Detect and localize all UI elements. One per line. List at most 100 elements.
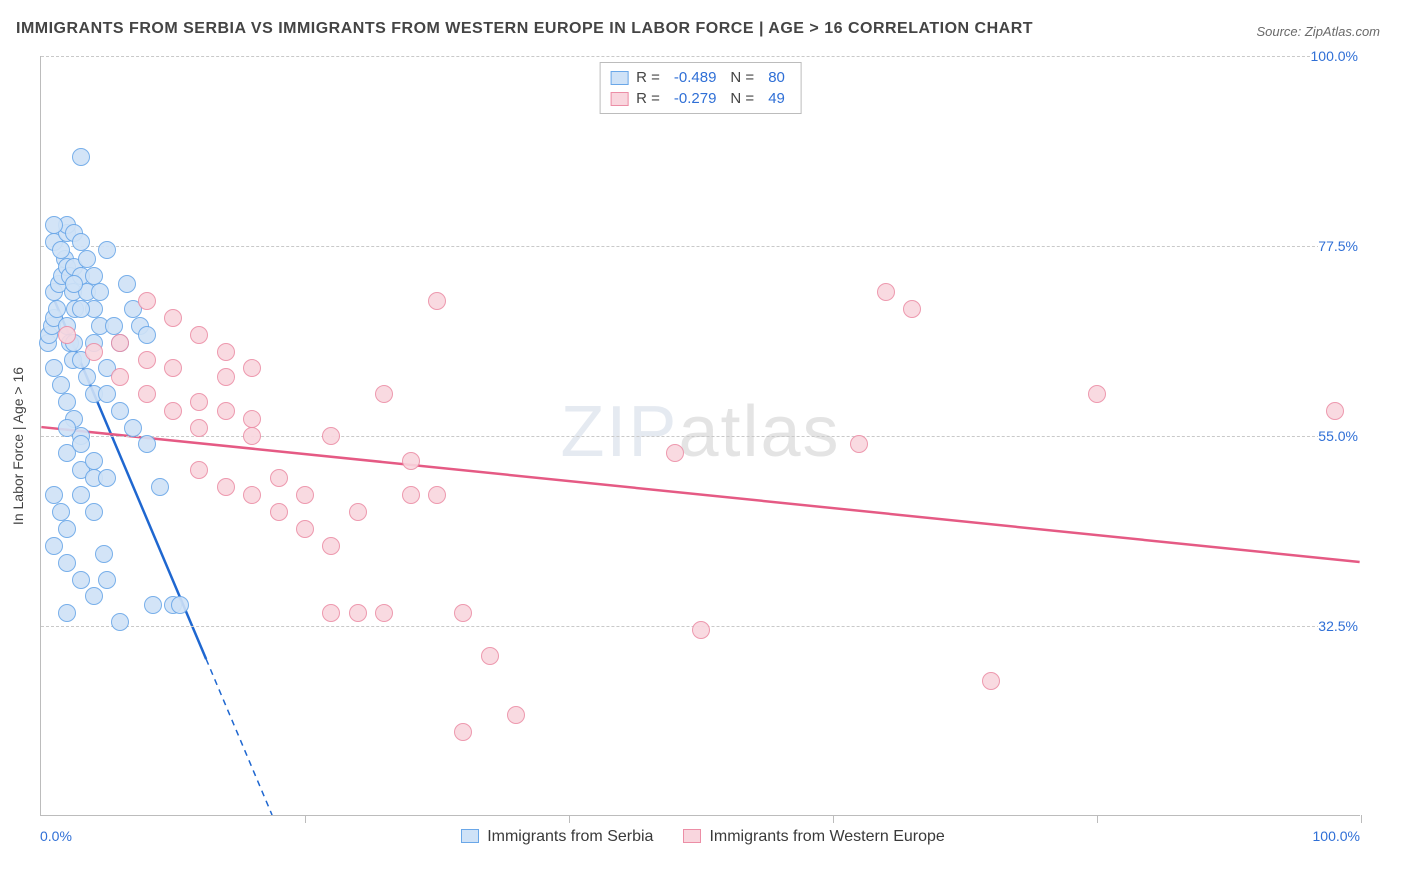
- point-western-europe: [692, 621, 710, 639]
- point-western-europe: [138, 385, 156, 403]
- point-western-europe: [322, 427, 340, 445]
- point-western-europe: [164, 402, 182, 420]
- point-serbia: [85, 587, 103, 605]
- point-serbia: [58, 393, 76, 411]
- y-tick-label: 32.5%: [1318, 618, 1364, 634]
- point-western-europe: [877, 283, 895, 301]
- point-serbia: [85, 503, 103, 521]
- point-serbia: [52, 503, 70, 521]
- point-serbia: [48, 300, 66, 318]
- point-western-europe: [217, 478, 235, 496]
- legend-r-label: R =: [636, 90, 660, 107]
- legend-row: R =-0.279N =49: [610, 88, 791, 109]
- chart-title: IMMIGRANTS FROM SERBIA VS IMMIGRANTS FRO…: [16, 20, 1033, 38]
- legend-r-value: -0.489: [674, 69, 717, 86]
- point-serbia: [118, 275, 136, 293]
- point-western-europe: [850, 435, 868, 453]
- point-western-europe: [349, 503, 367, 521]
- point-western-europe: [58, 326, 76, 344]
- y-axis-label: In Labor Force | Age > 16: [10, 367, 26, 525]
- x-tick: [833, 815, 834, 823]
- point-serbia: [111, 402, 129, 420]
- gridline: [41, 56, 1360, 57]
- point-serbia: [52, 376, 70, 394]
- legend-swatch-icon: [610, 92, 628, 106]
- point-western-europe: [190, 419, 208, 437]
- point-western-europe: [903, 300, 921, 318]
- point-western-europe: [190, 326, 208, 344]
- point-serbia: [151, 478, 169, 496]
- point-serbia: [58, 604, 76, 622]
- point-serbia: [98, 241, 116, 259]
- point-serbia: [72, 233, 90, 251]
- point-serbia: [72, 486, 90, 504]
- point-western-europe: [243, 410, 261, 428]
- point-serbia: [98, 469, 116, 487]
- point-western-europe: [85, 343, 103, 361]
- x-tick: [569, 815, 570, 823]
- legend-r-value: -0.279: [674, 90, 717, 107]
- point-western-europe: [322, 537, 340, 555]
- point-western-europe: [164, 309, 182, 327]
- point-western-europe: [270, 469, 288, 487]
- point-serbia: [105, 317, 123, 335]
- point-western-europe: [402, 452, 420, 470]
- point-western-europe: [1326, 402, 1344, 420]
- bottom-legend: Immigrants from Serbia Immigrants from We…: [0, 828, 1406, 846]
- point-serbia: [45, 486, 63, 504]
- point-serbia: [72, 571, 90, 589]
- point-serbia: [58, 554, 76, 572]
- legend-swatch-icon: [683, 829, 701, 843]
- point-western-europe: [666, 444, 684, 462]
- point-serbia: [171, 596, 189, 614]
- point-serbia: [98, 571, 116, 589]
- point-serbia: [111, 613, 129, 631]
- point-serbia: [72, 435, 90, 453]
- scatter-plot: ZIPatlas R =-0.489N =80R =-0.279N =49 32…: [40, 56, 1360, 816]
- point-serbia: [138, 326, 156, 344]
- point-serbia: [45, 537, 63, 555]
- gridline: [41, 246, 1360, 247]
- point-western-europe: [375, 604, 393, 622]
- source-credit: Source: ZipAtlas.com: [1256, 24, 1380, 39]
- point-western-europe: [111, 334, 129, 352]
- point-western-europe: [190, 393, 208, 411]
- legend-n-label: N =: [730, 69, 754, 86]
- point-western-europe: [402, 486, 420, 504]
- legend-item: Immigrants from Western Europe: [683, 828, 944, 846]
- point-serbia: [78, 250, 96, 268]
- legend-row: R =-0.489N =80: [610, 67, 791, 88]
- x-tick: [1361, 815, 1362, 823]
- legend-n-value: 80: [768, 69, 785, 86]
- point-western-europe: [507, 706, 525, 724]
- point-serbia: [138, 435, 156, 453]
- point-serbia: [144, 596, 162, 614]
- watermark: ZIPatlas: [560, 390, 840, 472]
- y-tick-label: 77.5%: [1318, 238, 1364, 254]
- point-western-europe: [138, 292, 156, 310]
- point-western-europe: [454, 604, 472, 622]
- point-serbia: [98, 385, 116, 403]
- point-serbia: [45, 216, 63, 234]
- point-western-europe: [322, 604, 340, 622]
- point-western-europe: [481, 647, 499, 665]
- point-western-europe: [217, 343, 235, 361]
- point-serbia: [85, 452, 103, 470]
- point-western-europe: [243, 486, 261, 504]
- point-serbia: [91, 283, 109, 301]
- point-western-europe: [982, 672, 1000, 690]
- point-western-europe: [190, 461, 208, 479]
- point-serbia: [52, 241, 70, 259]
- point-serbia: [124, 419, 142, 437]
- legend-swatch-icon: [461, 829, 479, 843]
- point-western-europe: [111, 368, 129, 386]
- point-western-europe: [1088, 385, 1106, 403]
- point-serbia: [58, 419, 76, 437]
- point-serbia: [85, 267, 103, 285]
- legend-swatch-icon: [610, 71, 628, 85]
- point-serbia: [95, 545, 113, 563]
- y-tick-label: 100.0%: [1311, 48, 1364, 64]
- legend-item: Immigrants from Serbia: [461, 828, 653, 846]
- point-western-europe: [375, 385, 393, 403]
- x-tick: [305, 815, 306, 823]
